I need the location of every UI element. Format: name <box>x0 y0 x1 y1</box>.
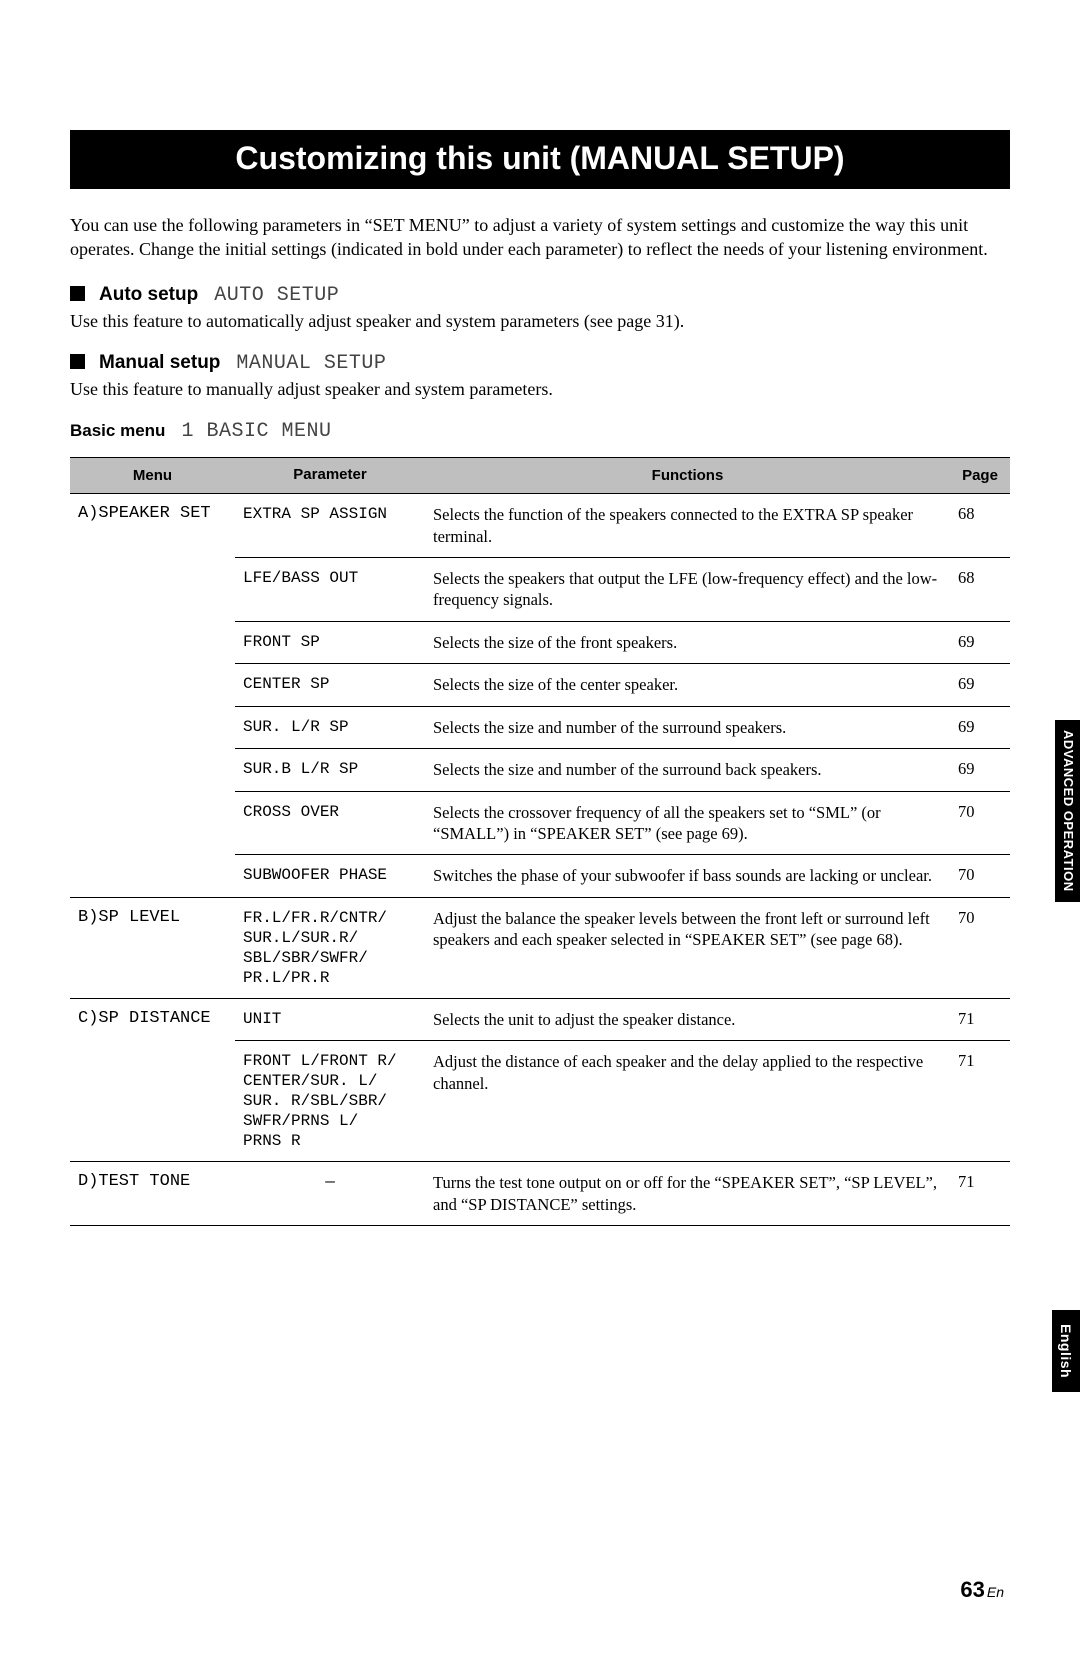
cell-page: 71 <box>950 1162 1010 1226</box>
table-row: FRONT L/FRONT R/ CENTER/SUR. L/ SUR. R/S… <box>70 1041 1010 1162</box>
side-tab-advanced-operation: ADVANCED OPERATION <box>1055 720 1080 902</box>
manual-setup-osd: MANUAL SETUP <box>236 352 386 375</box>
col-parameter-header: Parameter <box>235 457 425 494</box>
manual-setup-heading: Manual setup MANUAL SETUP <box>70 352 1010 375</box>
auto-setup-desc: Use this feature to automatically adjust… <box>70 311 1010 332</box>
cell-page: 70 <box>950 791 1010 855</box>
page-number-lang: En <box>987 1584 1004 1600</box>
table-header-row: Menu Parameter Functions Page <box>70 457 1010 494</box>
basic-menu-osd: 1 BASIC MENU <box>181 420 331 443</box>
table-row: D)TEST TONE—Turns the test tone output o… <box>70 1162 1010 1226</box>
page-number: 63En <box>960 1577 1004 1603</box>
table-row: FRONT SPSelects the size of the front sp… <box>70 621 1010 663</box>
cell-page: 69 <box>950 706 1010 748</box>
cell-function: Turns the test tone output on or off for… <box>425 1162 950 1226</box>
auto-setup-osd: AUTO SETUP <box>214 284 339 307</box>
cell-menu: D)TEST TONE <box>70 1162 235 1226</box>
cell-parameter: SUBWOOFER PHASE <box>235 855 425 897</box>
cell-menu: A)SPEAKER SET <box>70 494 235 558</box>
manual-setup-label: Manual setup <box>99 352 220 373</box>
cell-function: Selects the unit to adjust the speaker d… <box>425 998 950 1040</box>
cell-page: 70 <box>950 855 1010 897</box>
col-page-header: Page <box>950 457 1010 494</box>
cell-function: Selects the size and number of the surro… <box>425 749 950 791</box>
square-bullet-icon <box>70 286 85 301</box>
cell-function: Selects the speakers that output the LFE… <box>425 557 950 621</box>
table-row: CROSS OVERSelects the crossover frequenc… <box>70 791 1010 855</box>
cell-menu <box>70 706 235 748</box>
table-row: SUR.B L/R SPSelects the size and number … <box>70 749 1010 791</box>
cell-menu: B)SP LEVEL <box>70 897 235 998</box>
col-menu-header: Menu <box>70 457 235 494</box>
parameter-table: Menu Parameter Functions Page A)SPEAKER … <box>70 457 1010 1227</box>
cell-menu <box>70 749 235 791</box>
cell-function: Adjust the balance the speaker levels be… <box>425 897 950 998</box>
page-number-value: 63 <box>960 1577 984 1602</box>
table-row: A)SPEAKER SETEXTRA SP ASSIGNSelects the … <box>70 494 1010 558</box>
cell-page: 71 <box>950 1041 1010 1162</box>
cell-page: 69 <box>950 664 1010 706</box>
table-row: LFE/BASS OUTSelects the speakers that ou… <box>70 557 1010 621</box>
cell-function: Selects the size and number of the surro… <box>425 706 950 748</box>
cell-parameter: SUR. L/R SP <box>235 706 425 748</box>
col-functions-header: Functions <box>425 457 950 494</box>
side-tab-english: English <box>1052 1310 1080 1392</box>
cell-parameter: FR.L/FR.R/CNTR/ SUR.L/SUR.R/ SBL/SBR/SWF… <box>235 897 425 998</box>
table-row: CENTER SPSelects the size of the center … <box>70 664 1010 706</box>
cell-function: Selects the function of the speakers con… <box>425 494 950 558</box>
cell-menu <box>70 664 235 706</box>
cell-function: Adjust the distance of each speaker and … <box>425 1041 950 1162</box>
cell-page: 68 <box>950 557 1010 621</box>
table-row: C)SP DISTANCEUNITSelects the unit to adj… <box>70 998 1010 1040</box>
cell-parameter: SUR.B L/R SP <box>235 749 425 791</box>
cell-parameter: — <box>235 1162 425 1226</box>
cell-menu <box>70 621 235 663</box>
cell-parameter: FRONT L/FRONT R/ CENTER/SUR. L/ SUR. R/S… <box>235 1041 425 1162</box>
intro-text: You can use the following parameters in … <box>70 213 1010 262</box>
cell-parameter: CROSS OVER <box>235 791 425 855</box>
table-row: B)SP LEVELFR.L/FR.R/CNTR/ SUR.L/SUR.R/ S… <box>70 897 1010 998</box>
cell-menu <box>70 1041 235 1162</box>
cell-menu: C)SP DISTANCE <box>70 998 235 1040</box>
manual-setup-desc: Use this feature to manually adjust spea… <box>70 379 1010 400</box>
cell-menu <box>70 557 235 621</box>
cell-page: 71 <box>950 998 1010 1040</box>
cell-parameter: FRONT SP <box>235 621 425 663</box>
cell-function: Selects the size of the front speakers. <box>425 621 950 663</box>
cell-parameter: EXTRA SP ASSIGN <box>235 494 425 558</box>
cell-page: 68 <box>950 494 1010 558</box>
manual-page: Customizing this unit (MANUAL SETUP) You… <box>0 0 1080 1286</box>
cell-page: 69 <box>950 621 1010 663</box>
auto-setup-heading: Auto setup AUTO SETUP <box>70 284 1010 307</box>
table-row: SUBWOOFER PHASESwitches the phase of you… <box>70 855 1010 897</box>
cell-parameter: CENTER SP <box>235 664 425 706</box>
table-row: SUR. L/R SPSelects the size and number o… <box>70 706 1010 748</box>
cell-function: Selects the crossover frequency of all t… <box>425 791 950 855</box>
auto-setup-label: Auto setup <box>99 284 198 305</box>
cell-parameter: LFE/BASS OUT <box>235 557 425 621</box>
cell-page: 70 <box>950 897 1010 998</box>
cell-function: Switches the phase of your subwoofer if … <box>425 855 950 897</box>
basic-menu-label: Basic menu <box>70 421 165 440</box>
cell-page: 69 <box>950 749 1010 791</box>
cell-menu <box>70 855 235 897</box>
cell-menu <box>70 791 235 855</box>
basic-menu-heading: Basic menu 1 BASIC MENU <box>70 420 1010 443</box>
cell-function: Selects the size of the center speaker. <box>425 664 950 706</box>
square-bullet-icon <box>70 354 85 369</box>
page-title: Customizing this unit (MANUAL SETUP) <box>70 130 1010 189</box>
cell-parameter: UNIT <box>235 998 425 1040</box>
